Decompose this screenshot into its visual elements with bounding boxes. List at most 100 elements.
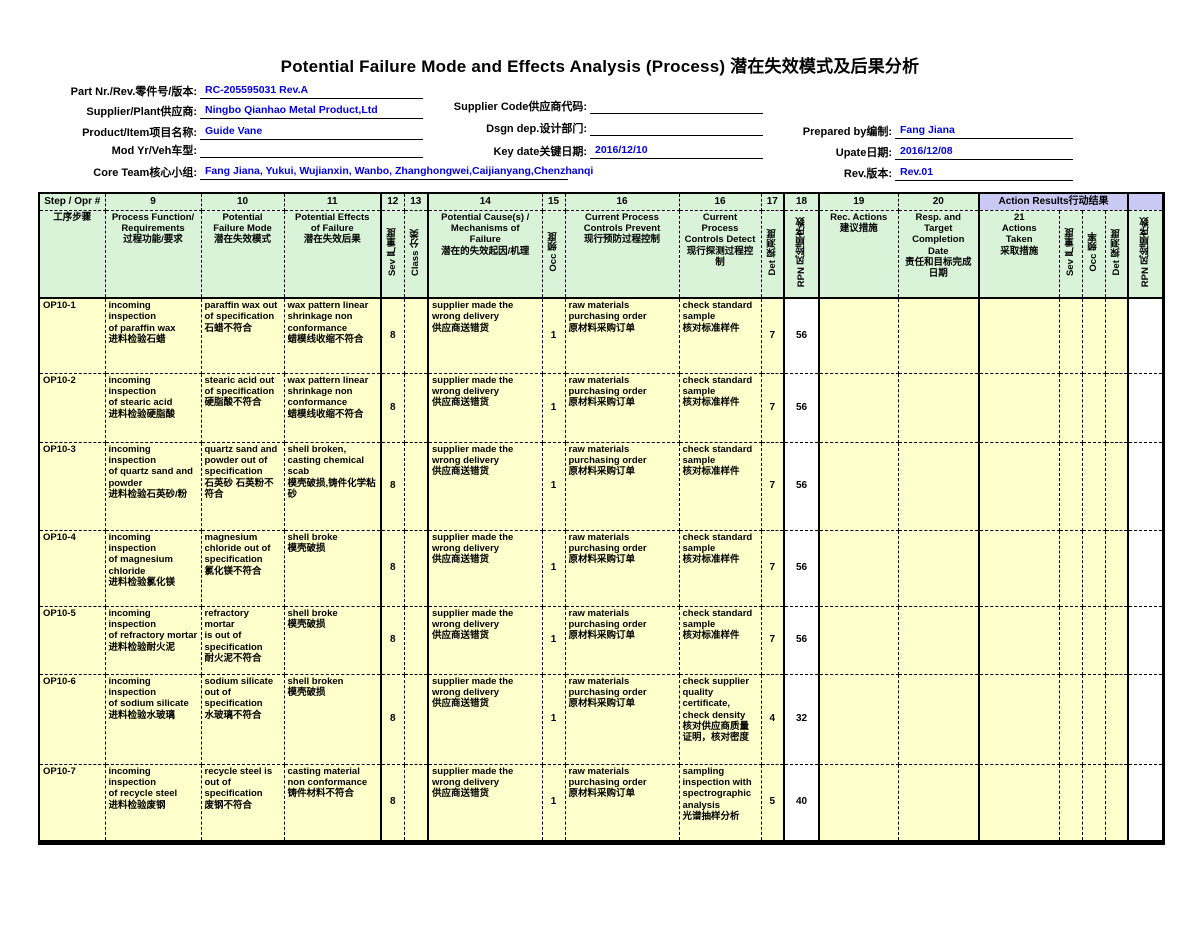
cell-failure-mode: stearic acid out of specification 硬脂酸不符合 [201, 373, 285, 443]
field-part-nr-value: RC-205595031 Rev.A [200, 84, 423, 99]
cell-sev: 8 [381, 373, 405, 443]
field-dsgn-dep-value [590, 134, 763, 136]
field-supplier-plant-label: Supplier/Plant供应商: [86, 106, 197, 118]
field-key-date-value: 2016/12/10 [590, 144, 763, 159]
cell-sev: 8 [381, 606, 405, 675]
cell-det2 [1105, 764, 1130, 843]
field-product-item: Product/Item项目名称: Guide Vane [40, 125, 423, 140]
col-12-number: 12 [381, 193, 405, 211]
cell-cause: supplier made the wrong delivery 供应商送错货 [428, 442, 543, 531]
col-19-number: 19 [819, 193, 899, 211]
cell-det2 [1105, 606, 1130, 675]
col-process-function-header: Process Function/ Requirements 过程功能/要求 [105, 210, 202, 299]
field-update-date-value: 2016/12/08 [895, 145, 1073, 160]
cell-cause: supplier made the wrong delivery 供应商送错货 [428, 530, 543, 607]
cell-resp [898, 298, 980, 374]
table-row: OP10-2 incoming inspection of stearic ac… [39, 373, 1164, 443]
field-supplier-code: Supplier Code供应商代码: [430, 101, 763, 114]
cell-occ: 1 [542, 530, 566, 607]
col-14-number: 14 [428, 193, 543, 211]
col-20-number: 20 [898, 193, 980, 211]
cell-function: incoming inspection of stearic acid 进料检验… [105, 373, 202, 443]
field-core-team-value: Fang Jiana, Yukui, Wujianxin, Wanbo, Zha… [200, 165, 593, 180]
cell-prevent: raw materials purchasing order 原材料采购订单 [565, 442, 680, 531]
action-results-band: Action Results行动结果 [979, 193, 1130, 211]
field-prepared-by: Prepared by编制: Fang Jiana [735, 124, 1073, 139]
field-update-date: Upate日期: 2016/12/08 [735, 145, 1073, 160]
cell-detect: check standard sample 核对标准样件 [679, 606, 762, 675]
cell-prevent: raw materials purchasing order 原材料采购订单 [565, 764, 680, 843]
cell-sev2 [1059, 674, 1083, 765]
table-row: OP10-7 incoming inspection of recycle st… [39, 764, 1164, 843]
field-rev-value: Rev.01 [895, 166, 1073, 181]
cell-sev2 [1059, 764, 1083, 843]
field-part-nr: Part Nr./Rev.零件号/版本: RC-205595031 Rev.A [40, 84, 423, 99]
cell-class [404, 606, 429, 675]
col-15-number: 15 [542, 193, 566, 211]
cell-occ2 [1082, 442, 1106, 531]
cell-rpn: 32 [784, 674, 820, 765]
cell-sev2 [1059, 298, 1083, 374]
cell-det: 7 [761, 298, 785, 374]
field-supplier-code-value [590, 112, 763, 114]
cell-det: 7 [761, 373, 785, 443]
cell-sev: 8 [381, 674, 405, 765]
cell-actions-taken [979, 298, 1060, 374]
cell-rpn: 56 [784, 373, 820, 443]
cell-sev: 8 [381, 298, 405, 374]
cell-rec-actions [819, 373, 899, 443]
fmea-table: Step / Opr # 9 10 11 12 13 14 15 16 16 1… [38, 192, 1165, 845]
cell-sev2 [1059, 442, 1083, 531]
cell-failure-mode: refractory mortar is out of specificatio… [201, 606, 285, 675]
cell-effects: casting material non conformance 铸件材料不符合 [284, 764, 382, 843]
occ-label: Occ 频度 [547, 232, 559, 272]
cell-function: incoming inspection of recycle steel 进料检… [105, 764, 202, 843]
field-core-team-label: Core Team核心小组: [93, 167, 197, 179]
col-9-number: 9 [105, 193, 202, 211]
field-product-item-value: Guide Vane [200, 125, 423, 140]
cell-det: 7 [761, 442, 785, 531]
cell-occ2 [1082, 674, 1106, 765]
col-controls-detect-header: Current Process Controls Detect 现行探测过程控制 [679, 210, 762, 299]
cell-actions-taken [979, 373, 1060, 443]
cell-function: incoming inspection of paraffin wax 进料检验… [105, 298, 202, 374]
cell-prevent: raw materials purchasing order 原材料采购订单 [565, 530, 680, 607]
cell-occ: 1 [542, 606, 566, 675]
cell-step: OP10-3 [39, 442, 106, 531]
col-step-number: Step / Opr # [39, 193, 106, 211]
cell-occ2 [1082, 373, 1106, 443]
cell-sev: 8 [381, 442, 405, 531]
col-16a-number: 16 [565, 193, 680, 211]
cell-failure-mode: quartz sand and powder out of specificat… [201, 442, 285, 531]
cell-actions-taken [979, 764, 1060, 843]
cell-actions-taken [979, 674, 1060, 765]
cell-cause: supplier made the wrong delivery 供应商送错货 [428, 764, 543, 843]
field-supplier-code-label: Supplier Code供应商代码: [453, 101, 587, 113]
header-description-row: 工序步骤 Process Function/ Requirements 过程功能… [39, 210, 1164, 299]
cell-det2 [1105, 674, 1130, 765]
col-17-number: 17 [761, 193, 785, 211]
col-cause-header: Potential Cause(s) / Mechanisms of Failu… [428, 210, 543, 299]
cell-det2 [1105, 373, 1130, 443]
cell-rpn: 56 [784, 442, 820, 531]
cell-prevent: raw materials purchasing order 原材料采购订单 [565, 606, 680, 675]
page-title: Potential Failure Mode and Effects Analy… [280, 57, 920, 76]
cell-detect: check standard sample 核对标准样件 [679, 298, 762, 374]
cell-det2 [1105, 298, 1130, 374]
col-sev2-header: Sev 严重度 [1059, 210, 1083, 299]
cell-sev2 [1059, 606, 1083, 675]
cell-rpn2 [1128, 373, 1164, 443]
cell-function: incoming inspection of quartz sand and p… [105, 442, 202, 531]
field-part-nr-label: Part Nr./Rev.零件号/版本: [70, 86, 197, 98]
field-rev-label: Rev.版本: [843, 168, 892, 180]
cell-sev2 [1059, 373, 1083, 443]
cell-sev: 8 [381, 764, 405, 843]
cell-class [404, 530, 429, 607]
cell-resp [898, 764, 980, 843]
field-key-date: Key date关键日期: 2016/12/10 [430, 144, 763, 159]
col-16b-number: 16 [679, 193, 762, 211]
cell-effects: wax pattern linear shrinkage non conform… [284, 373, 382, 443]
col-resp-header: Resp. and Target Completion Date 责任和目标完成… [898, 210, 980, 299]
field-dsgn-dep-label: Dsgn dep.设计部门: [486, 123, 587, 135]
